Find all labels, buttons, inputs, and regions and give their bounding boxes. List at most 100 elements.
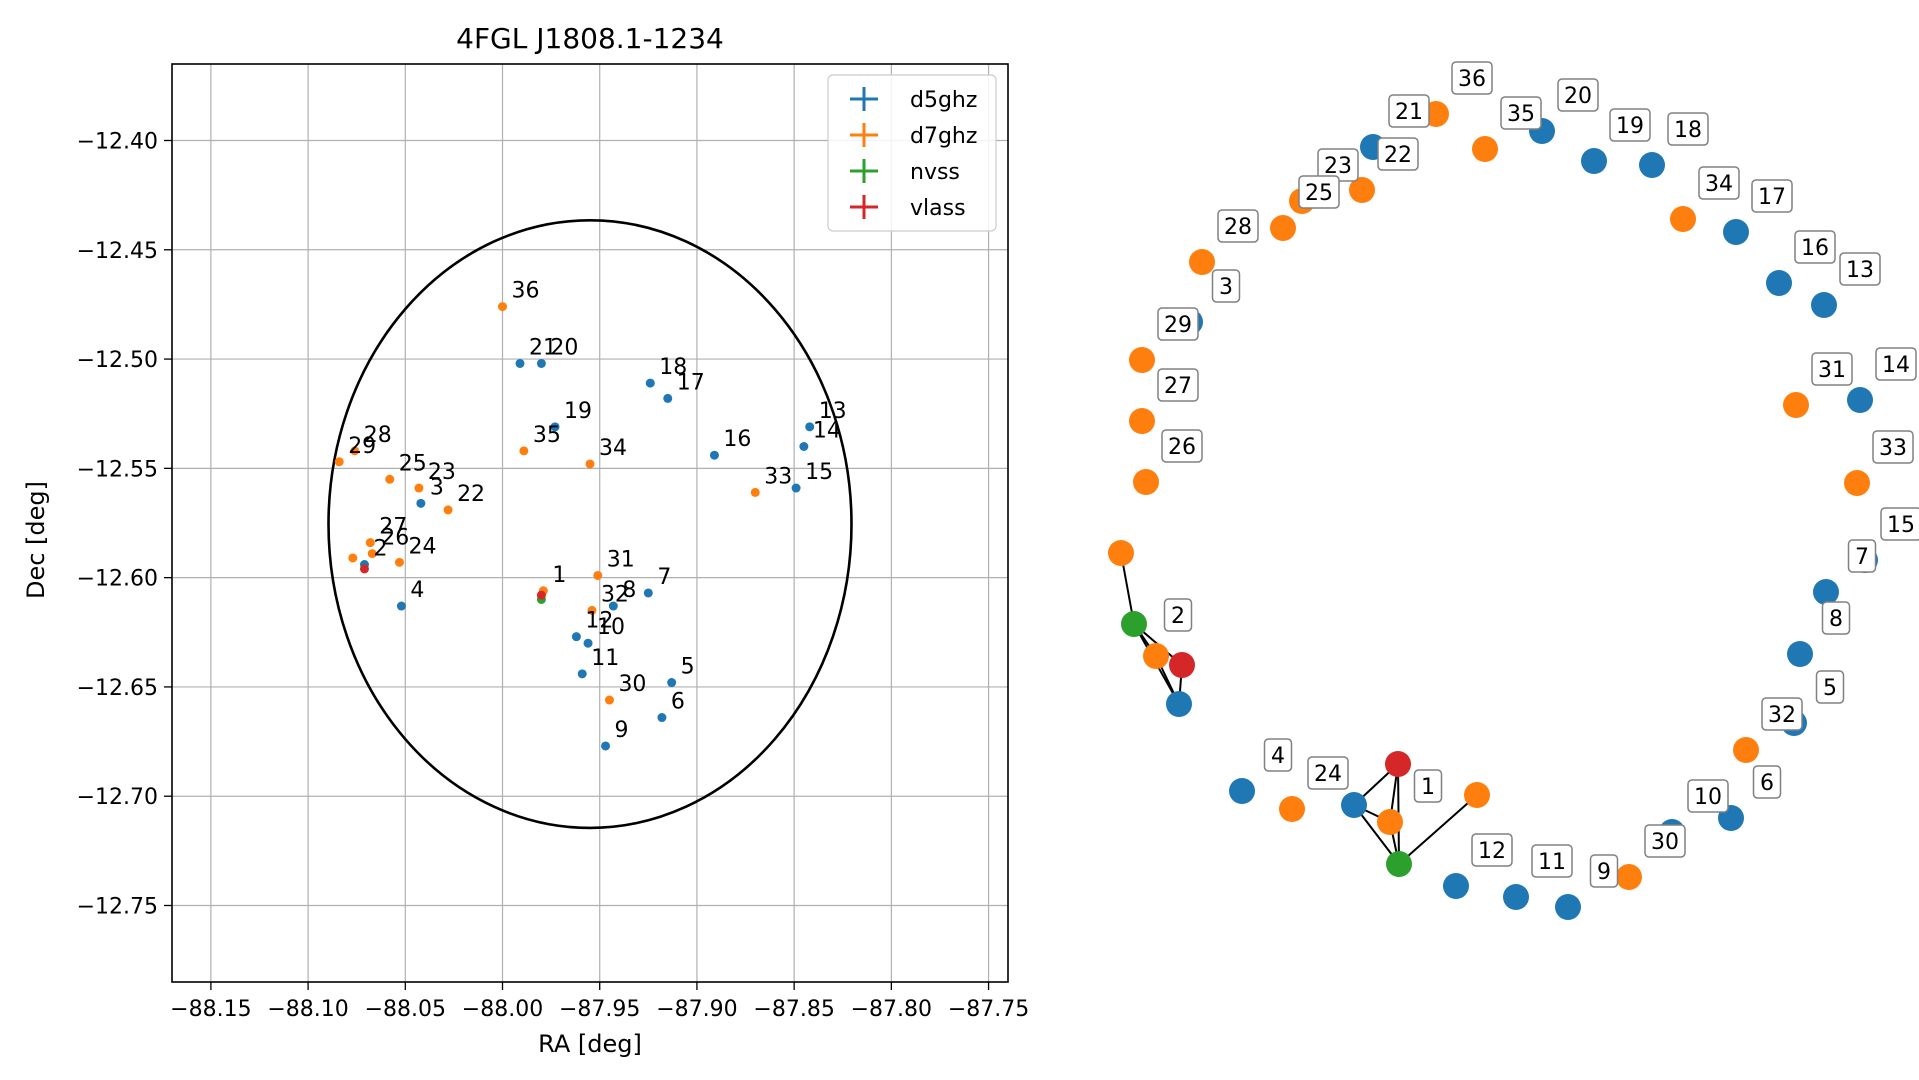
d5ghz-point — [583, 638, 593, 648]
point-label: 12 — [585, 609, 613, 634]
network-node-label: 35 — [1507, 102, 1535, 127]
d5ghz-point — [396, 601, 406, 611]
network-node-label-box — [1609, 108, 1651, 142]
network-node-d5ghz — [1811, 292, 1837, 318]
x-tick-label: −87.95 — [559, 997, 640, 1022]
network-node-d7ghz — [1377, 809, 1403, 835]
network-node-d7ghz — [1464, 782, 1490, 808]
y-tick-label: −12.65 — [77, 676, 158, 701]
point-label: 30 — [618, 672, 646, 697]
network-node-d5ghz — [1503, 884, 1529, 910]
point-label: 3 — [430, 475, 444, 500]
d5ghz-point — [608, 601, 618, 611]
d7ghz-point — [365, 538, 375, 548]
network-node-label-box — [1751, 179, 1793, 213]
d5ghz-point — [709, 450, 719, 460]
x-tick-label: −87.90 — [656, 997, 737, 1022]
network-node-d7ghz — [1279, 796, 1305, 822]
network-node-d7ghz — [1108, 540, 1134, 566]
network-node-label-box — [1298, 175, 1340, 209]
network-node-label-box — [1377, 137, 1419, 171]
network-node-label-box — [1687, 779, 1729, 813]
legend-entry-label: d7ghz — [910, 124, 977, 149]
d7ghz-point — [394, 557, 404, 567]
point-label: 35 — [533, 423, 561, 448]
network-node-label: 10 — [1694, 785, 1722, 810]
legend-box — [827, 74, 997, 232]
d7ghz-point — [367, 549, 377, 559]
scatter-title: 4FGL J1808.1-1234 — [456, 22, 724, 55]
localization-ellipse — [327, 218, 853, 830]
point-label: 15 — [805, 460, 833, 485]
network-node-d5ghz — [1555, 894, 1581, 920]
network-node-label: 9 — [1597, 860, 1611, 885]
network-node-label-box — [1815, 670, 1845, 704]
y-tick-label: −12.60 — [77, 567, 158, 592]
point-label: 29 — [348, 434, 376, 459]
network-node-vlass — [1169, 652, 1195, 678]
network-node-d7ghz — [1133, 469, 1159, 495]
d5ghz-point — [416, 498, 426, 508]
point-label: 11 — [591, 646, 619, 671]
network-node-label: 11 — [1538, 850, 1566, 875]
point-label: 26 — [381, 526, 409, 551]
network-node-label: 33 — [1879, 436, 1907, 461]
point-label: 16 — [723, 427, 751, 452]
point-label: 33 — [764, 464, 792, 489]
point-label: 20 — [550, 335, 578, 360]
scatter-points — [334, 302, 815, 751]
network-node-label-box — [1263, 738, 1293, 772]
scatter-point-labels: 2345678910111213141516171819202112223242… — [348, 279, 846, 743]
network-node-label-box — [1752, 765, 1782, 799]
point-label: 36 — [512, 279, 540, 304]
d7ghz-point — [443, 505, 453, 515]
point-label: 25 — [399, 451, 427, 476]
point-label: 6 — [671, 690, 685, 715]
network-node-label: 16 — [1801, 236, 1829, 261]
point-label: 32 — [601, 582, 629, 607]
network-node-label: 6 — [1760, 771, 1774, 796]
network-node-label-box — [1644, 824, 1686, 858]
network-node-label-box — [1307, 756, 1349, 790]
scatter-y-axis-label: Dec [deg] — [22, 481, 50, 599]
network-node-d7ghz — [1143, 643, 1169, 669]
x-tick-label: −87.85 — [753, 997, 834, 1022]
network-node-label: 26 — [1168, 435, 1196, 460]
network-node-d7ghz — [1733, 737, 1759, 763]
point-label: 31 — [607, 547, 635, 572]
network-node-label-box — [1500, 96, 1542, 130]
d7ghz-point — [585, 459, 595, 469]
point-label: 4 — [410, 578, 424, 603]
network-node-label: 36 — [1458, 67, 1486, 92]
network-node-d5ghz — [1443, 873, 1469, 899]
network-node-label-box — [1531, 844, 1573, 878]
network-node-label-box — [1821, 601, 1851, 635]
network-node-d5ghz — [1723, 219, 1749, 245]
d7ghz-point — [348, 553, 358, 563]
network-node-d5ghz — [1166, 691, 1192, 717]
scatter-grid — [172, 64, 1008, 982]
network-node-label: 24 — [1314, 762, 1342, 787]
y-tick-label: −12.70 — [77, 785, 158, 810]
d7ghz-point — [604, 695, 614, 705]
point-label: 14 — [813, 419, 841, 444]
y-tick-label: −12.50 — [77, 348, 158, 373]
d7ghz-point — [593, 570, 603, 580]
network-node-label-box — [1667, 112, 1709, 146]
scatter-panel: 4FGL J1808.1-1234 2345678910111213141516… — [22, 22, 1029, 1058]
d5ghz-point — [663, 393, 673, 403]
y-tick-label: −12.55 — [77, 457, 158, 482]
d7ghz-point — [414, 483, 424, 493]
network-node-d7ghz — [1349, 177, 1375, 203]
network-node-label-box — [1161, 429, 1203, 463]
network-node-label-box — [1839, 252, 1881, 286]
scatter-ellipse-layer — [327, 218, 853, 830]
scatter-axes-frame — [171, 63, 1009, 983]
x-tick-label: −87.80 — [851, 997, 932, 1022]
legend-entry-label: d5ghz — [910, 88, 977, 113]
legend-entry-label: nvss — [910, 160, 960, 185]
network-node-label: 18 — [1674, 118, 1702, 143]
network-node-label-box — [1217, 209, 1259, 243]
network-node-d7ghz — [1844, 470, 1870, 496]
